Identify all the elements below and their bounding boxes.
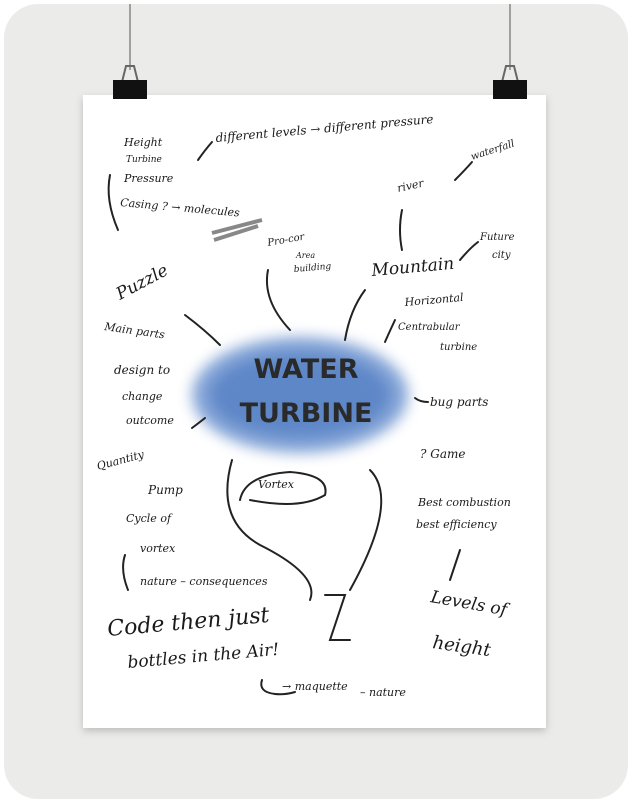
handwritten-note: outcome <box>126 414 174 427</box>
title-line: WATER <box>253 354 358 385</box>
handwritten-note: nature – consequences <box>140 575 268 588</box>
handwritten-note: city <box>492 250 511 261</box>
handwritten-note: change <box>122 390 163 403</box>
handwritten-note: Cycle of <box>126 512 173 525</box>
handwritten-note: – nature <box>360 686 406 699</box>
handwritten-note: best efficiency <box>416 518 497 531</box>
handwritten-note: → maquette <box>282 680 348 693</box>
handwritten-note: Best combustion <box>417 496 511 509</box>
handwritten-note: Turbine <box>126 155 162 165</box>
title-line: TURBINE <box>240 398 373 429</box>
handwritten-note: Future <box>479 232 515 243</box>
handwritten-note: Vortex <box>258 478 295 491</box>
handwritten-note: Pump <box>147 483 183 497</box>
handwritten-note: Area <box>295 251 315 260</box>
handwritten-note: ? Game <box>420 447 465 461</box>
handwritten-note: vortex <box>140 542 176 555</box>
handwritten-note: bug parts <box>430 395 488 409</box>
handwritten-note: design to <box>114 363 170 377</box>
handwritten-note: Height <box>123 136 163 149</box>
handwritten-note: turbine <box>440 342 477 353</box>
screenshot: WATER TURBINE HeightTurbinePressureCasin… <box>0 0 632 803</box>
handwritten-note: Centrabular <box>398 322 461 333</box>
handwritten-note: Pressure <box>123 172 174 185</box>
